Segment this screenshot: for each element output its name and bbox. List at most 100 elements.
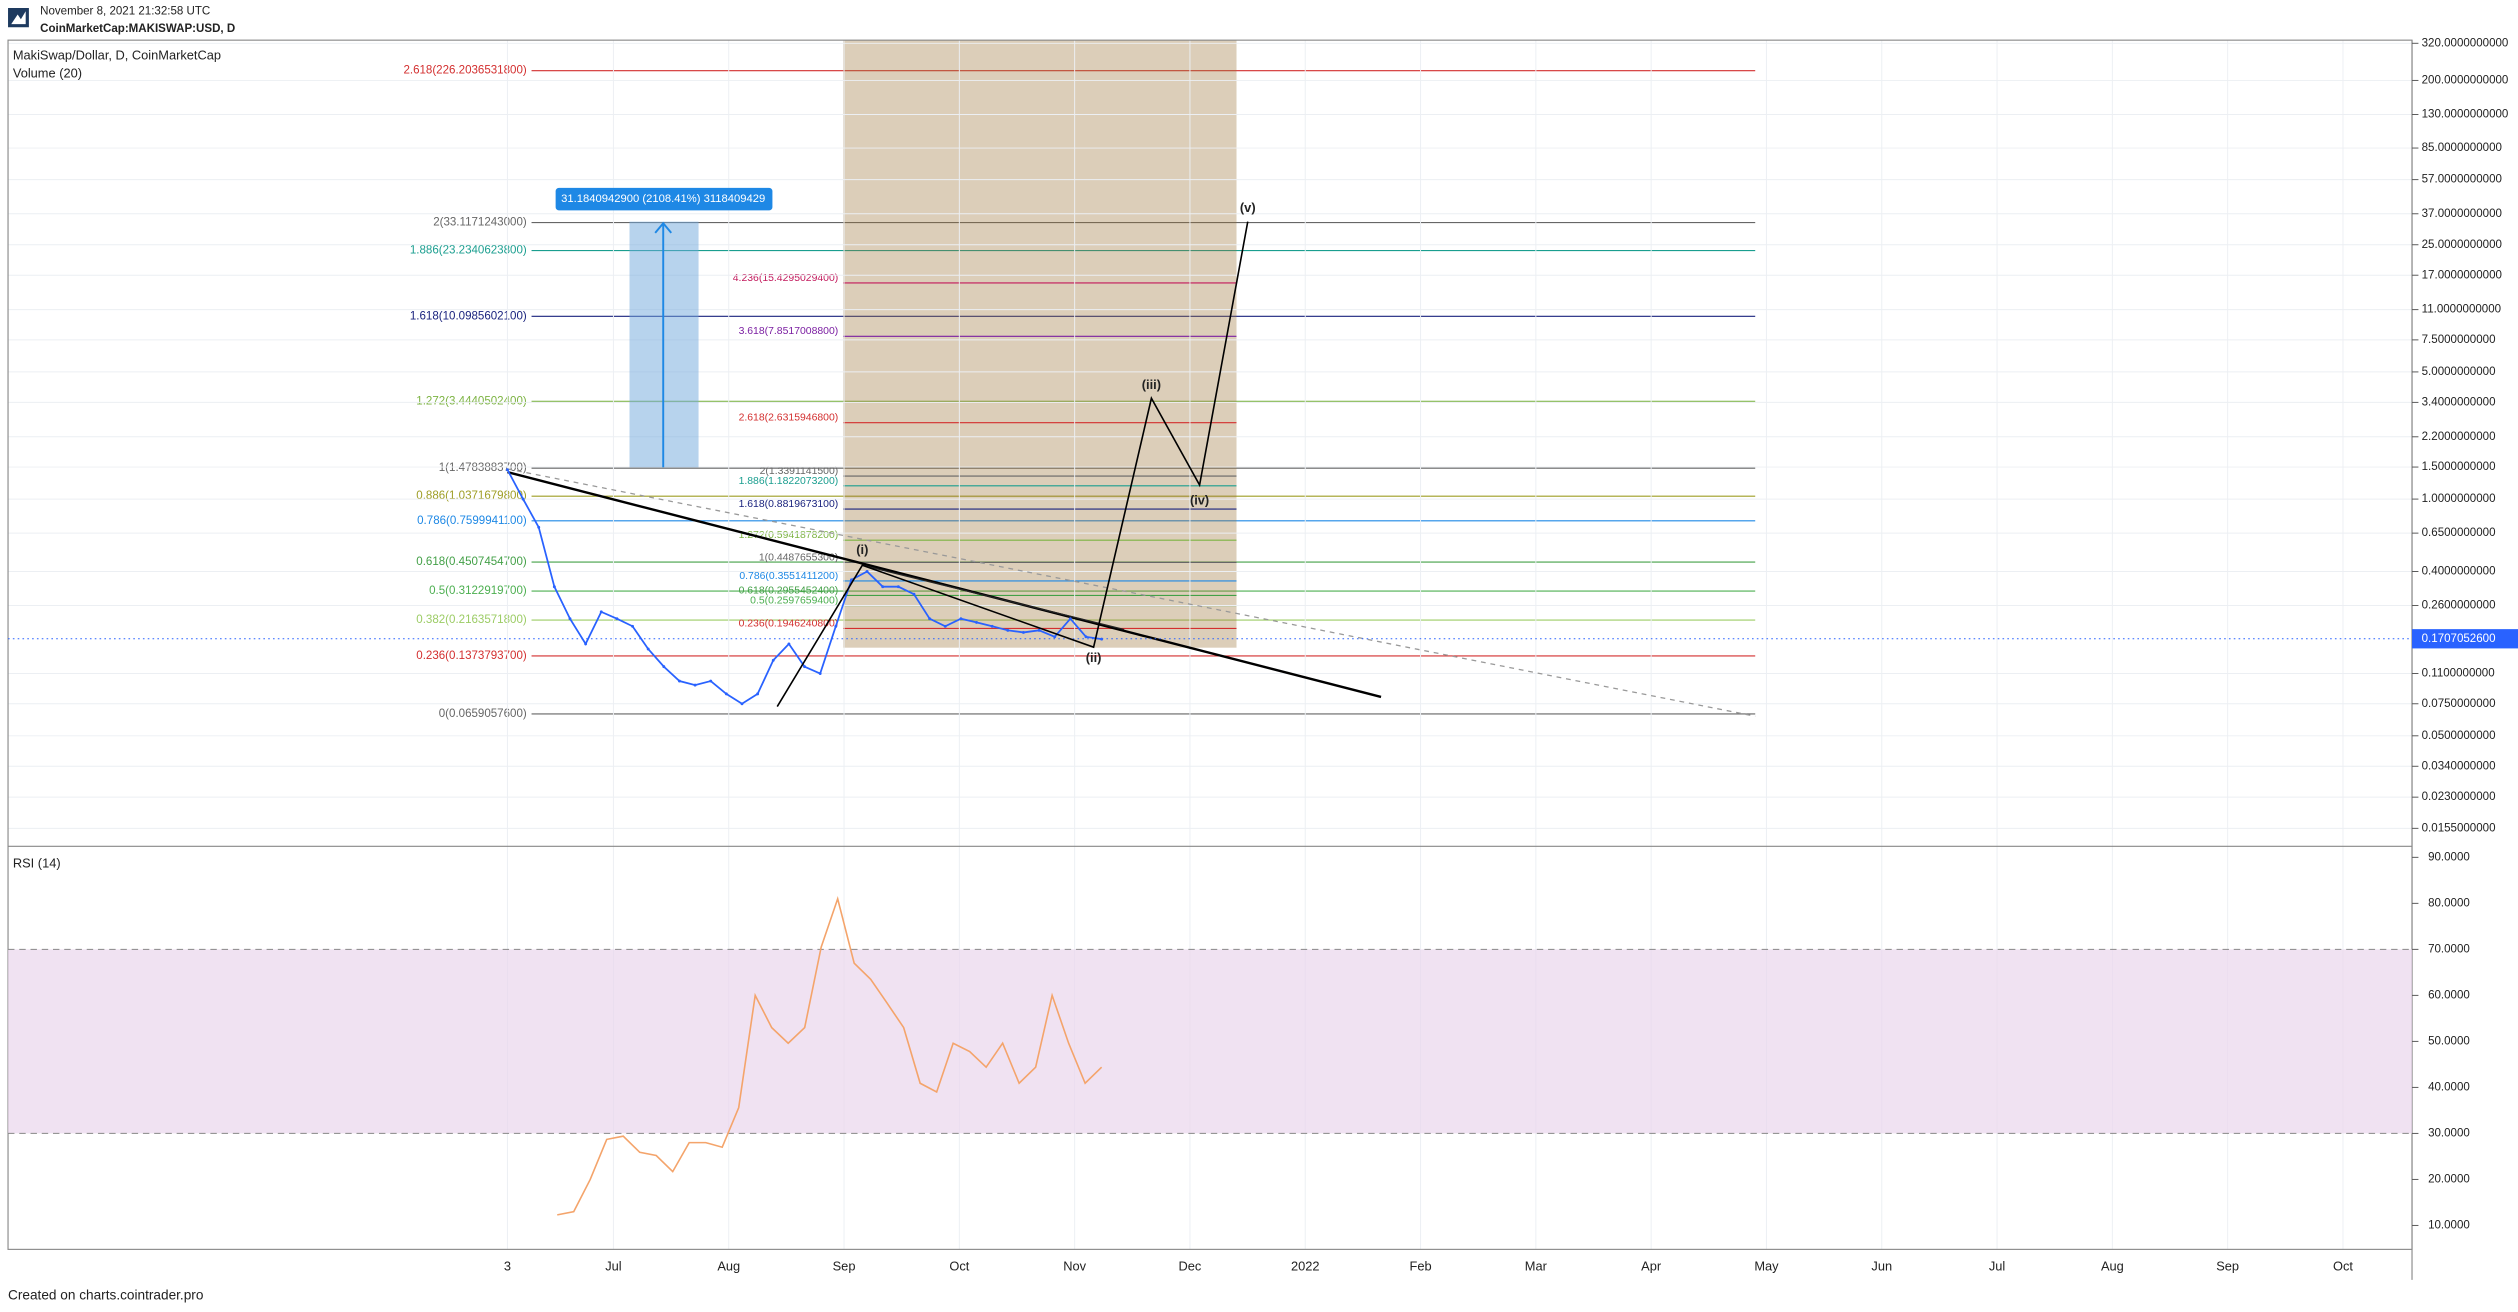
wave-label: (ii): [1086, 650, 1102, 665]
price-point: [975, 620, 978, 624]
chart-title: MakiSwap/Dollar, D, CoinMarketCap: [13, 48, 221, 63]
y-tick-label: 0.0230000000: [2422, 791, 2496, 803]
price-point: [881, 585, 885, 589]
y-tick-label: 25.0000000000: [2422, 239, 2502, 251]
y-tick-label: 2.2000000000: [2422, 431, 2496, 443]
fib-label: 0.236(0.1946240800): [739, 618, 839, 629]
y-tick-label: 10.0000: [2428, 1219, 2470, 1231]
x-tick-label: Jul: [1989, 1258, 2005, 1273]
current-price-box: [2412, 629, 2518, 649]
price-point: [584, 642, 588, 646]
rsi-band: [8, 949, 2413, 1134]
price-point: [506, 468, 509, 472]
y-tick-label: 0.4000000000: [2422, 566, 2496, 578]
fib-label: 0.382(0.2163571800): [416, 614, 527, 626]
price-point: [1053, 635, 1057, 639]
volume-label: Volume (20): [13, 65, 82, 80]
wave-label: (v): [1240, 200, 1256, 215]
wave-path: [776, 221, 1249, 707]
fib-label: 0.886(1.0371679800): [416, 490, 527, 502]
price-point: [1021, 630, 1025, 634]
y-tick-label: 85.0000000000: [2422, 142, 2502, 154]
price-point: [552, 585, 556, 589]
x-tick-label: Jun: [1871, 1258, 1892, 1273]
fib-label: 3.618(7.8517008800): [739, 326, 839, 337]
price-point: [959, 617, 963, 621]
current-price-label: 0.1707052600: [2422, 633, 2496, 645]
fib-label: 0.786(0.7599941100): [417, 515, 527, 527]
dashed-trendline: [507, 468, 1756, 717]
price-point: [771, 658, 775, 662]
price-point: [740, 702, 744, 706]
fib-label: 0.786(0.3551411200): [739, 571, 838, 582]
fib-label: 2(1.3391141500): [760, 466, 839, 477]
price-point: [896, 585, 900, 589]
fib-overlay: [843, 40, 1237, 648]
y-tick-label: 1.0000000000: [2422, 493, 2496, 505]
x-tick-label: May: [1754, 1258, 1779, 1273]
price-point: [1037, 628, 1041, 632]
fib-label: 4.236(15.4295029400): [733, 273, 838, 284]
y-tick-label: 17.0000000000: [2422, 269, 2502, 281]
price-point: [646, 647, 650, 651]
x-tick-label: Dec: [1179, 1258, 1202, 1273]
measure-label: 31.1840942900 (2108.41%) 3118409429: [561, 193, 765, 205]
y-tick-label: 200.0000000000: [2422, 74, 2509, 86]
price-point: [709, 679, 713, 683]
rsi-title: RSI (14): [13, 855, 61, 870]
price-point: [599, 610, 603, 614]
wave-label: (i): [856, 542, 868, 557]
price-point: [787, 642, 791, 646]
fib-label: 1.618(0.8819673100): [739, 499, 839, 510]
y-tick-label: 40.0000: [2428, 1081, 2470, 1093]
y-tick-label: 20.0000: [2428, 1173, 2470, 1185]
x-tick-label: Oct: [2333, 1258, 2353, 1273]
trendline-inner: [862, 564, 1125, 631]
y-tick-label: 7.5000000000: [2422, 334, 2496, 346]
fib-label: 2.618(2.6315946800): [739, 413, 839, 424]
price-point: [818, 672, 822, 675]
y-tick-label: 80.0000: [2428, 897, 2470, 909]
y-tick-label: 0.0340000000: [2422, 760, 2496, 772]
price-point: [678, 679, 681, 683]
fib-label: 0(0.0659057600): [439, 708, 527, 720]
header-date: November 8, 2021 21:32:58 UTC: [40, 5, 210, 17]
y-tick-label: 0.2600000000: [2422, 600, 2496, 612]
logo-mark: [11, 11, 26, 25]
fib-label: 1.886(1.1822073200): [739, 476, 839, 487]
y-tick-label: 0.0155000000: [2422, 822, 2496, 834]
price-point: [990, 624, 994, 628]
x-tick-label: 3: [504, 1258, 511, 1273]
y-tick-label: 0.0750000000: [2422, 698, 2496, 710]
price-point: [631, 624, 634, 628]
x-tick-label: Sep: [833, 1258, 856, 1273]
y-tick-label: 90.0000: [2428, 851, 2470, 863]
x-tick-label: 2022: [1291, 1258, 1320, 1273]
y-tick-label: 50.0000: [2428, 1035, 2470, 1047]
price-point: [662, 665, 666, 669]
fib-label: 0.618(0.2955452400): [739, 585, 839, 596]
x-tick-label: Mar: [1525, 1258, 1548, 1273]
y-tick-label: 30.0000: [2428, 1127, 2470, 1139]
x-tick-label: Jul: [605, 1258, 621, 1273]
fib-label: 0.236(0.1373793700): [416, 650, 527, 662]
price-point: [943, 624, 947, 628]
measure-label-box: [555, 187, 773, 211]
price-point: [1006, 628, 1010, 632]
price-point: [834, 624, 838, 628]
header-symbol: CoinMarketCap:MAKISWAP:USD, D: [40, 23, 235, 35]
fib-label: 1.272(0.5941878200): [739, 530, 839, 541]
x-tick-label: Aug: [717, 1258, 740, 1273]
fib-label: 1.272(3.4440502400): [416, 395, 527, 407]
x-tick-label: Oct: [949, 1258, 969, 1273]
price-point: [615, 617, 619, 621]
x-tick-label: Feb: [1409, 1258, 1431, 1273]
x-tick-label: Apr: [1641, 1258, 1662, 1273]
wave-label: (iv): [1190, 492, 1209, 507]
fib-label: 2(33.1171243000): [433, 217, 527, 229]
price-point: [724, 692, 728, 696]
y-tick-label: 5.0000000000: [2422, 366, 2496, 378]
y-tick-label: 1.5000000000: [2422, 461, 2496, 473]
x-tick-label: Aug: [2101, 1258, 2124, 1273]
